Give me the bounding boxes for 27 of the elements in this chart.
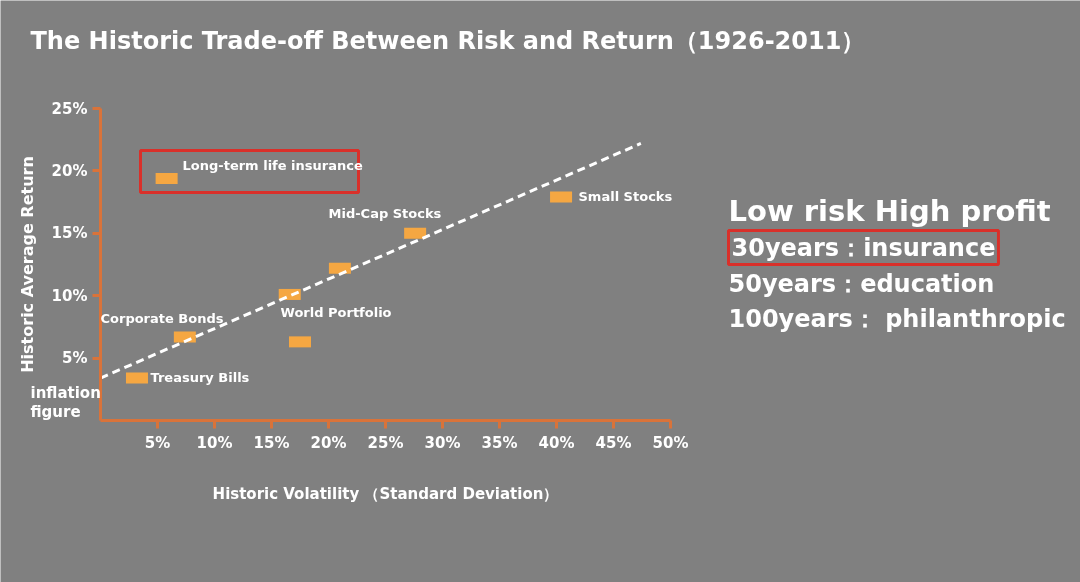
x-tick-label: 25% (367, 433, 404, 452)
x-tick-label: 10% (196, 433, 233, 452)
y-tick-label: 10% (51, 286, 88, 305)
x-tick-label: 30% (424, 433, 461, 452)
annotation: Treasury Bills (150, 370, 250, 385)
y-tick-label: 5% (62, 349, 88, 368)
annotation: Mid-Cap Stocks (328, 206, 442, 221)
y-tick-label: 20% (51, 161, 88, 180)
text: figure (30, 402, 81, 421)
x-tick-label: 45% (595, 433, 632, 452)
text: 30years：insurance (731, 233, 996, 262)
y-axis-title: Historic Average Return (17, 156, 37, 373)
annotation: Small Stocks (578, 189, 673, 204)
x-tick-label: 20% (310, 433, 347, 452)
text: 50years：education (728, 269, 995, 298)
x-axis-title: Historic Volatility （Standard Deviation） (212, 484, 559, 503)
text: Low risk High profit (728, 193, 1051, 228)
x-tick-label: 50% (652, 433, 689, 452)
x-tick-label: 15% (253, 433, 290, 452)
annotation: World Portfolio (280, 305, 392, 320)
x-tick-label: 5% (144, 433, 171, 452)
y-tick-label: 25% (51, 99, 88, 118)
x-tick-label: 35% (481, 433, 518, 452)
text: 100years： philanthropic (728, 304, 1066, 333)
chart-title: The Historic Trade-off Between Risk and Return（1926-2011） (30, 26, 866, 55)
x-tick-label: 40% (538, 433, 575, 452)
y-tick-label: 15% (51, 224, 88, 243)
